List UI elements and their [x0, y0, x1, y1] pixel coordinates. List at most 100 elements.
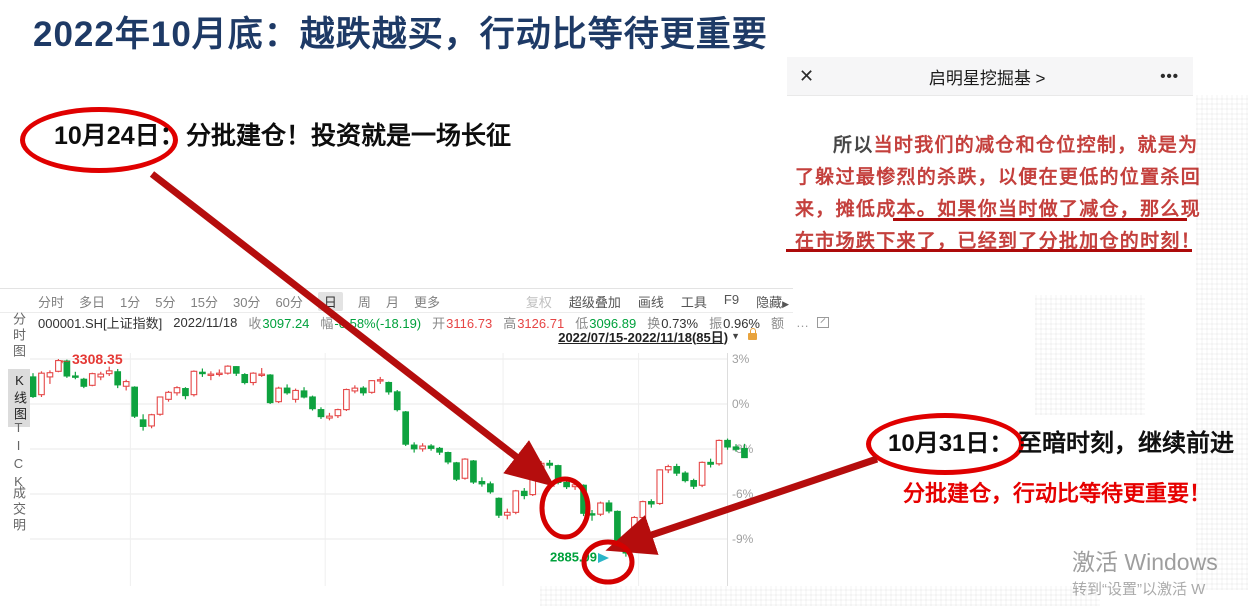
date-range-text[interactable]: 2022/07/15-2022/11/18(85日)	[558, 329, 729, 345]
candle-body	[512, 490, 520, 513]
period-tab-60分[interactable]: 60分	[275, 294, 303, 310]
candle-body	[249, 372, 257, 384]
sidebar-tab-成交明[interactable]: 成交明	[11, 486, 26, 534]
candle-body	[148, 414, 155, 427]
quote-field-value: 0.96%	[723, 315, 760, 331]
candle-body	[690, 480, 698, 487]
oct31-ellipse	[866, 413, 1024, 475]
candle-body	[563, 481, 570, 488]
expand-window-icon[interactable]	[817, 316, 830, 328]
quote-field-value: 3096.89	[589, 315, 637, 331]
candle-body	[427, 445, 435, 449]
quote-segment: 开3116.73	[432, 313, 492, 332]
period-tab-5分[interactable]: 5分	[155, 294, 176, 310]
candle-body	[326, 415, 333, 419]
quote-field-label: 幅	[320, 315, 334, 331]
candle-body	[664, 466, 672, 471]
oct24-date-label: 10月24日：	[54, 122, 185, 150]
wechat-message-line3: 来，摊低成本。如果你当时做了减仓，那么现	[795, 199, 1202, 220]
candle-body	[376, 379, 384, 382]
sidebar-tab-K线图[interactable]: K线图	[8, 369, 30, 427]
sidebar-tab-TICK[interactable]: TICK	[11, 420, 26, 492]
date-range-row[interactable]: 2022/07/15-2022/11/18(85日) ▼	[558, 327, 757, 345]
tool-F9[interactable]: F9	[723, 291, 740, 307]
candle-body	[55, 360, 62, 372]
candle-body	[647, 501, 655, 505]
oct31-annotation-text: 至暗时刻，继续前进	[1018, 430, 1234, 457]
tool-复权[interactable]: 复权	[525, 294, 552, 310]
quote-field-value: 3116.73	[446, 315, 493, 331]
candle-body	[114, 371, 122, 386]
wechat-header: ✕ 启明星挖掘基 > •••	[787, 57, 1193, 96]
candle-body	[317, 409, 325, 418]
period-tab-15分[interactable]: 15分	[190, 294, 218, 310]
period-tab-更多[interactable]: 更多	[413, 294, 440, 310]
period-tab-30分[interactable]: 30分	[232, 294, 261, 310]
quote-field-label: 高	[503, 315, 517, 331]
period-tab-分时[interactable]: 分时	[38, 294, 65, 310]
quote-segment: 000001.SH[上证指数]	[38, 313, 162, 332]
candle-body	[588, 513, 596, 516]
candle-body	[639, 501, 647, 519]
candle-body	[419, 445, 426, 450]
candle-body	[334, 409, 342, 417]
candle-body	[359, 387, 367, 394]
quote-field-label: 收	[248, 315, 262, 331]
period-tab-1分[interactable]: 1分	[120, 294, 141, 310]
close-icon[interactable]: ✕	[799, 65, 815, 86]
candle-body	[131, 386, 138, 417]
quote-segment: 低3096.89	[575, 313, 636, 332]
tool-超级叠加[interactable]: 超级叠加	[568, 294, 621, 310]
wechat-line1-rest: 当时我们的减仓和仓位控制，就是为	[873, 135, 1199, 156]
candle-body	[614, 510, 621, 543]
oct24-annotation-text: 分批建仓！投资就是一场长征	[186, 122, 512, 150]
tool-画线[interactable]: 画线	[637, 294, 664, 310]
dotted-watermark-block	[1035, 295, 1145, 415]
candle-body	[343, 388, 350, 411]
candle-body	[707, 461, 714, 465]
tool-隐藏[interactable]: 隐藏▶	[756, 294, 789, 310]
low-marker-arrow-icon	[598, 553, 609, 563]
oct31-date-label: 10月31日：	[888, 430, 1014, 457]
candle-body	[520, 490, 528, 497]
candle-body	[546, 462, 554, 466]
chevron-down-icon[interactable]: ▼	[731, 331, 740, 341]
quote-field-value: -0.58%(-18.19)	[334, 315, 422, 331]
tool-工具[interactable]: 工具	[680, 294, 707, 310]
candle-body	[72, 375, 79, 378]
wechat-chat-title[interactable]: 启明星挖掘基 >	[928, 68, 1046, 88]
candle-body	[351, 387, 359, 392]
candle-body	[597, 502, 604, 515]
quote-field-value: 000001.SH[上证指数]	[38, 315, 163, 331]
quote-segment: 2022/11/18	[173, 315, 237, 330]
oct24-ellipse	[20, 107, 178, 173]
sidebar-tab-分时图[interactable]: 分时图	[11, 312, 26, 360]
info-overflow: …	[796, 315, 830, 330]
candle-body	[266, 374, 274, 404]
candle-body	[385, 381, 393, 393]
unlock-icon[interactable]	[748, 327, 757, 340]
y-axis-tick: -6%	[732, 487, 754, 501]
more-options-icon[interactable]: •••	[1160, 67, 1179, 85]
period-tab-group: 分时 多日 1分 5分 15分 30分 60分日周月更多	[38, 291, 440, 311]
quote-segment: 振0.96%	[709, 313, 760, 332]
period-tab-周[interactable]: 周	[357, 294, 371, 310]
candle-body	[402, 411, 410, 445]
candle-body	[715, 439, 723, 465]
quote-field-label: 振	[709, 315, 723, 331]
period-tab-多日[interactable]: 多日	[79, 294, 106, 310]
quote-field-label: 换	[647, 315, 661, 331]
candle-body	[207, 373, 215, 376]
candle-body	[122, 381, 130, 387]
candle-body	[88, 373, 96, 386]
candle-body	[444, 452, 452, 463]
candle-body	[292, 389, 299, 400]
dotted-watermark-right	[1196, 95, 1248, 590]
candle-body	[673, 466, 681, 474]
period-tab-日[interactable]: 日	[317, 291, 343, 311]
candle-body	[46, 372, 54, 378]
quote-field-label: 开	[432, 315, 446, 331]
quote-segment: 额	[771, 313, 785, 332]
period-tab-月[interactable]: 月	[385, 294, 399, 310]
